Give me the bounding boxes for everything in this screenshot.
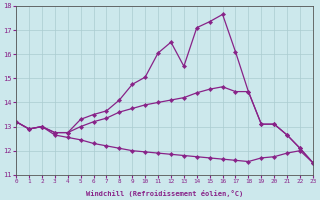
X-axis label: Windchill (Refroidissement éolien,°C): Windchill (Refroidissement éolien,°C) bbox=[86, 190, 243, 197]
